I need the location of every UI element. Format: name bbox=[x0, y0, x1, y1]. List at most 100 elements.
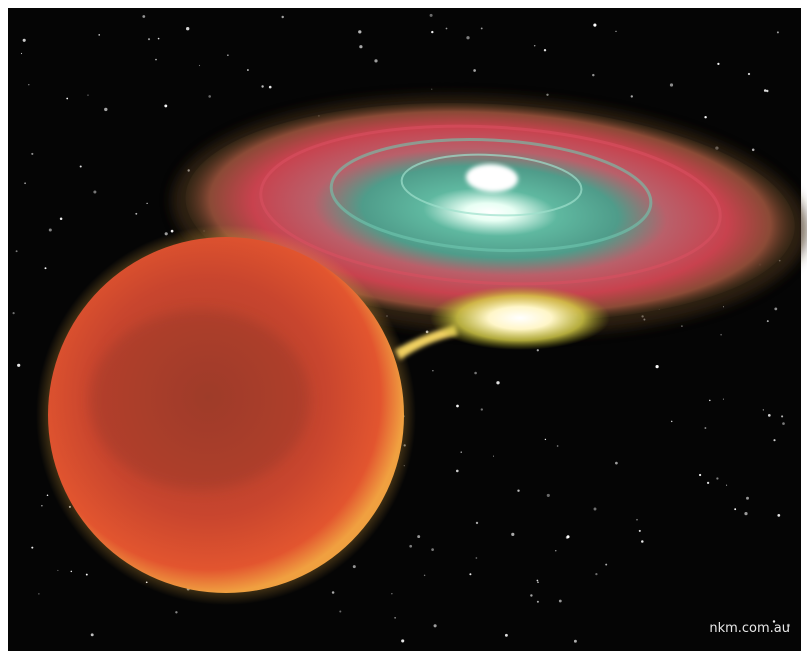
star bbox=[766, 89, 769, 93]
star bbox=[763, 89, 767, 92]
star bbox=[66, 97, 69, 100]
star bbox=[57, 569, 59, 571]
star bbox=[636, 518, 638, 521]
star bbox=[475, 521, 479, 525]
star-surface-shade bbox=[90, 310, 310, 490]
star bbox=[480, 408, 483, 411]
star bbox=[15, 250, 18, 253]
star bbox=[655, 365, 659, 369]
star bbox=[746, 496, 749, 500]
star bbox=[85, 573, 88, 576]
star bbox=[175, 611, 178, 614]
star bbox=[706, 481, 710, 485]
disk-ring bbox=[329, 137, 653, 253]
star bbox=[777, 514, 781, 517]
star bbox=[352, 565, 356, 569]
star bbox=[704, 427, 707, 429]
star bbox=[773, 439, 776, 442]
star bbox=[786, 623, 791, 628]
white-dwarf bbox=[465, 164, 518, 193]
star bbox=[246, 69, 249, 71]
star bbox=[593, 507, 597, 511]
star bbox=[12, 312, 15, 315]
star bbox=[593, 23, 597, 27]
star bbox=[546, 493, 550, 497]
star bbox=[530, 594, 533, 597]
star bbox=[20, 52, 23, 55]
star bbox=[425, 330, 429, 334]
star bbox=[546, 93, 549, 96]
star bbox=[638, 529, 641, 532]
star bbox=[391, 593, 393, 595]
star bbox=[533, 44, 536, 47]
star bbox=[474, 371, 477, 375]
disk-ring bbox=[400, 153, 583, 217]
star bbox=[536, 600, 539, 603]
star bbox=[423, 574, 426, 577]
star bbox=[41, 505, 43, 507]
star bbox=[17, 363, 21, 367]
star bbox=[46, 494, 49, 497]
star bbox=[469, 573, 472, 576]
star bbox=[615, 461, 618, 465]
star bbox=[359, 45, 363, 49]
star bbox=[641, 540, 644, 543]
star bbox=[455, 469, 459, 473]
star bbox=[227, 54, 229, 56]
star bbox=[473, 69, 476, 72]
star bbox=[781, 415, 784, 418]
star bbox=[433, 624, 437, 628]
star bbox=[555, 550, 557, 552]
star bbox=[767, 414, 771, 417]
star bbox=[98, 34, 100, 36]
star bbox=[722, 306, 725, 308]
star bbox=[429, 13, 433, 17]
star bbox=[331, 591, 335, 594]
star bbox=[28, 83, 30, 86]
star bbox=[146, 202, 148, 205]
star bbox=[417, 535, 421, 539]
hot-spot bbox=[430, 286, 610, 350]
star bbox=[208, 95, 211, 98]
star bbox=[147, 38, 151, 41]
star bbox=[751, 148, 755, 152]
star bbox=[544, 438, 547, 441]
star bbox=[44, 267, 47, 270]
star bbox=[698, 473, 702, 477]
star bbox=[774, 307, 778, 311]
star bbox=[170, 229, 174, 233]
star bbox=[726, 484, 728, 486]
star bbox=[776, 31, 779, 34]
star bbox=[517, 489, 520, 492]
star bbox=[79, 165, 82, 168]
star bbox=[543, 49, 547, 52]
star bbox=[492, 455, 495, 457]
star bbox=[31, 152, 34, 155]
star bbox=[445, 27, 448, 30]
star bbox=[504, 633, 508, 637]
star bbox=[135, 212, 138, 215]
star bbox=[480, 27, 483, 30]
star bbox=[511, 532, 515, 537]
star bbox=[709, 399, 711, 402]
star bbox=[374, 59, 378, 63]
star bbox=[566, 535, 570, 539]
star bbox=[681, 325, 683, 327]
star bbox=[670, 420, 673, 423]
star bbox=[22, 38, 26, 42]
star bbox=[717, 62, 720, 66]
star bbox=[536, 349, 539, 352]
star bbox=[186, 27, 190, 31]
star bbox=[460, 451, 462, 453]
star bbox=[556, 445, 559, 447]
star bbox=[358, 30, 362, 34]
star bbox=[48, 228, 52, 232]
star bbox=[630, 95, 633, 98]
star bbox=[669, 83, 674, 87]
star bbox=[90, 633, 94, 637]
star bbox=[198, 64, 201, 67]
star bbox=[401, 639, 405, 643]
star bbox=[155, 58, 157, 61]
star bbox=[142, 15, 146, 18]
